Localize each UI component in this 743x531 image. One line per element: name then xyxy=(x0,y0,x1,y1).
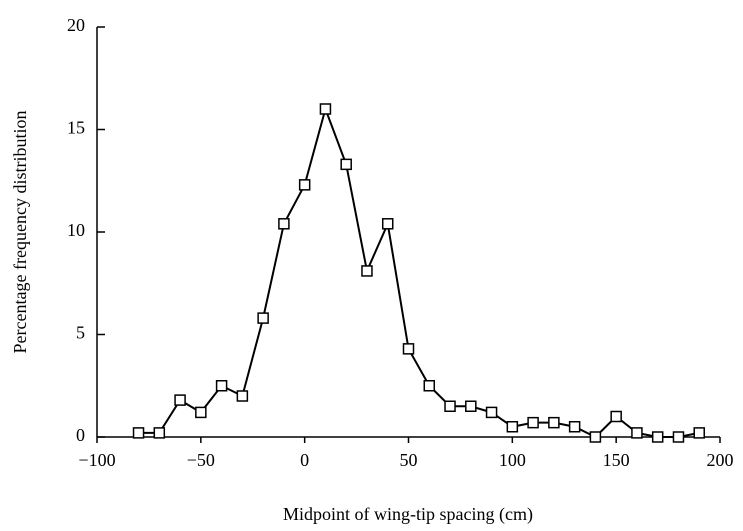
data-point xyxy=(589,431,602,443)
data-point xyxy=(257,312,269,324)
data-point xyxy=(693,427,705,439)
data-point xyxy=(423,380,436,392)
x-tick-label: −100 xyxy=(78,450,115,470)
data-point xyxy=(132,427,145,439)
y-tick-label: 0 xyxy=(76,425,85,445)
data-point xyxy=(548,416,560,429)
data-point xyxy=(215,380,228,392)
x-tick-label: 50 xyxy=(400,450,418,470)
data-point xyxy=(319,103,332,115)
data-point xyxy=(361,265,373,277)
data-point xyxy=(298,179,311,191)
y-tick-label: 5 xyxy=(76,323,85,343)
data-point xyxy=(672,431,685,443)
data-point xyxy=(381,218,394,230)
x-tick-label: 200 xyxy=(707,450,734,470)
data-point xyxy=(527,416,539,429)
data-point xyxy=(444,400,456,412)
data-point xyxy=(485,406,498,419)
data-point xyxy=(174,394,186,406)
data-point xyxy=(568,421,581,433)
data-point xyxy=(506,421,519,433)
x-tick-label: 150 xyxy=(603,450,630,470)
data-point xyxy=(651,431,664,443)
y-tick-label: 15 xyxy=(67,118,85,138)
data-point xyxy=(465,400,477,412)
y-tick-label: 20 xyxy=(67,15,85,35)
data-point xyxy=(195,406,207,419)
data-point xyxy=(153,427,166,439)
x-tick-label: 0 xyxy=(300,450,309,470)
x-axis-label: Midpoint of wing-tip spacing (cm) xyxy=(283,504,533,525)
data-line xyxy=(138,105,700,439)
data-point xyxy=(402,343,415,355)
data-point xyxy=(236,390,249,402)
data-point xyxy=(340,158,352,171)
data-point xyxy=(278,218,290,230)
data-point xyxy=(631,427,643,439)
y-tick-label: 10 xyxy=(67,220,85,240)
data-point xyxy=(610,410,622,423)
y-axis-label: Percentage frequency distribution xyxy=(10,111,30,354)
x-tick-label: 100 xyxy=(499,450,526,470)
x-tick-label: −50 xyxy=(187,450,215,470)
